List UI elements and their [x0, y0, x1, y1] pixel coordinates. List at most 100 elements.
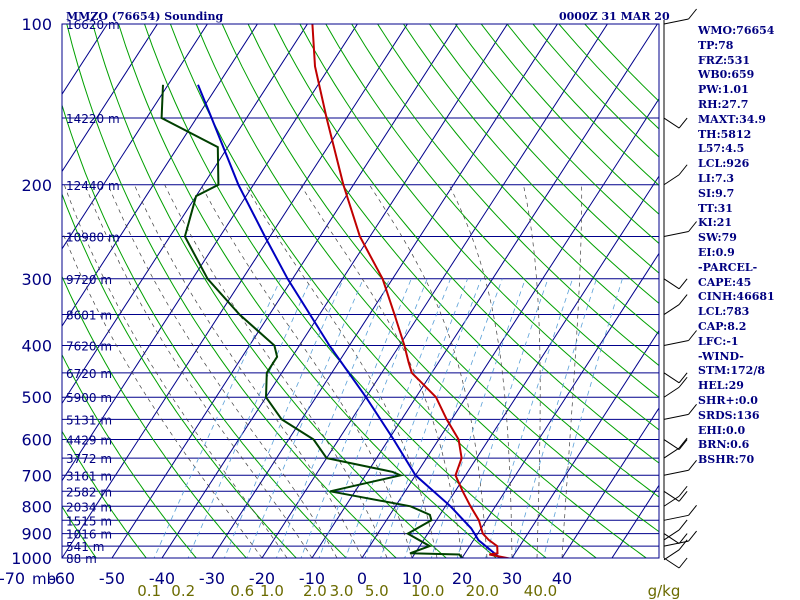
wind-barb	[663, 439, 680, 450]
mixing-ratio-line	[380, 278, 482, 558]
temperature-tick-label: 10	[402, 569, 422, 588]
dry-adiabat-line	[299, 24, 659, 431]
wind-barb	[663, 413, 689, 420]
temperature-tick-label: -40	[149, 569, 175, 588]
stability-indices-panel: WMO:76654 TP:78 FRZ:531 WB0:659 PW:1.01 RH:27…	[698, 24, 800, 468]
pressure-label: 700	[21, 466, 52, 485]
wind-barb	[663, 529, 680, 541]
index-line: LI:7.3	[698, 171, 735, 185]
index-line: TH:5812	[698, 127, 752, 141]
mixing-ratio-line	[485, 278, 573, 558]
dewpoint-profile	[160, 84, 467, 558]
wind-barb	[663, 386, 680, 398]
mixing-ratio-label: 5.0	[365, 582, 389, 600]
mixing-ratio-line	[300, 278, 412, 558]
index-line: SW:79	[698, 231, 737, 245]
index-line: MAXT:34.9	[698, 112, 766, 126]
index-line: STM:172/8	[698, 364, 765, 378]
dry-adiabat-line	[118, 24, 498, 558]
temperature-tick-label: 0	[357, 569, 367, 588]
wind-barb-feather	[678, 439, 688, 450]
dry-adiabat-line	[351, 24, 659, 367]
pressure-label: 300	[21, 270, 52, 289]
height-label: 14220 m	[66, 112, 120, 126]
mixing-ratio-line	[512, 278, 597, 558]
height-label: 3161 m	[66, 469, 112, 483]
isotherm-line	[111, 24, 458, 558]
wind-barb	[663, 540, 689, 547]
isotherm-line	[62, 24, 208, 250]
temperature-tick-label: -20	[249, 569, 275, 588]
index-line: LCL:926	[698, 157, 750, 171]
wind-barb	[663, 278, 680, 290]
isotherm-line	[311, 24, 658, 558]
isotherm-line	[62, 24, 258, 328]
index-line: SI:9.7	[698, 186, 735, 200]
temperature-tick-label: 20	[452, 569, 472, 588]
mixing-ratio-label: 40.0	[524, 582, 557, 600]
isotherm-line	[0, 0, 23, 580]
index-line: KI:21	[698, 216, 733, 230]
temperature-tick-label: -10	[299, 569, 325, 588]
isotherm-line	[62, 24, 158, 173]
dry-adiabat-line	[62, 192, 297, 558]
mixing-ratio-line	[318, 278, 428, 558]
wind-barb	[663, 372, 680, 384]
wind-barb-feather	[688, 530, 697, 542]
index-line: -PARCEL-	[698, 260, 758, 274]
wind-barb	[663, 549, 680, 561]
mixing-ratio-line	[153, 278, 282, 558]
height-label: 8601 m	[66, 309, 112, 323]
index-line: L57:4.5	[698, 142, 745, 156]
index-line: FRZ:531	[698, 53, 751, 67]
isotherm-line	[511, 329, 659, 558]
pressure-label: 600	[21, 431, 52, 450]
index-line: EHI:0.0	[698, 423, 746, 437]
wind-barb-feather	[678, 164, 688, 176]
height-label: 88 m	[66, 552, 97, 566]
station-title: MMZO (76654) Sounding	[66, 10, 224, 23]
index-line: TP:78	[698, 38, 734, 52]
moist-adiabat-line	[84, 184, 313, 558]
dry-adiabat-line	[66, 24, 398, 558]
height-label: 7620 m	[66, 340, 112, 354]
index-line: BSHR:70	[698, 453, 755, 467]
index-line: EI:0.9	[698, 245, 735, 259]
parcel-path	[197, 84, 502, 558]
mixing-ratio-line	[246, 278, 364, 558]
mixing-ratio-label: 0.2	[171, 582, 195, 600]
index-line: CAPE:45	[698, 275, 752, 289]
mixing-ratio-unit: g/kg	[648, 582, 681, 600]
temperature-tick-label: -60	[49, 569, 75, 588]
isotherm-line	[411, 175, 659, 558]
wind-barb-feather	[678, 372, 688, 384]
index-line: SHR+:0.0	[698, 393, 758, 407]
isotherm-line	[161, 24, 508, 558]
moist-adiabat-line	[107, 184, 338, 558]
wind-barb	[663, 304, 680, 315]
wind-barb	[663, 18, 689, 25]
wind-barb-feather	[688, 459, 697, 471]
isotherm-line	[62, 24, 358, 482]
pressure-label: 400	[21, 337, 52, 356]
height-label: 5900 m	[66, 391, 112, 405]
index-line: LCL:783	[698, 305, 750, 319]
wind-barb	[663, 469, 689, 476]
mixing-ratio-label: 10.0	[411, 582, 444, 600]
dry-adiabat-line	[221, 24, 659, 533]
index-line: WB0:659	[698, 68, 755, 82]
mixing-ratio-label: 0.6	[230, 582, 254, 600]
moist-adiabat-line	[561, 184, 583, 558]
wind-barb	[663, 447, 680, 459]
wind-barb	[663, 533, 680, 544]
moist-adiabat-line	[164, 184, 388, 558]
wind-barb	[663, 514, 689, 521]
mixing-ratio-line	[345, 278, 451, 558]
mixing-ratio-label: 1.0	[260, 582, 284, 600]
dry-adiabat-line	[62, 430, 147, 558]
height-label: 12440 m	[66, 179, 120, 193]
dry-adiabat-line	[169, 24, 598, 558]
index-line: CAP:8.2	[698, 319, 747, 333]
pressure-label: 1000	[11, 549, 52, 568]
mixing-ratio-line	[404, 278, 503, 558]
